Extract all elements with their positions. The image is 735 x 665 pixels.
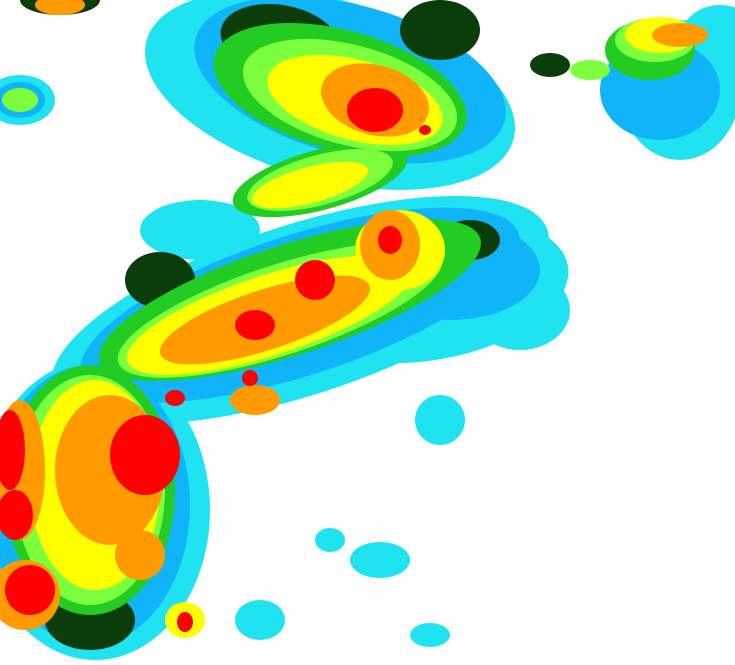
- cloud-lime: [570, 60, 610, 80]
- cloud-red: [165, 390, 185, 406]
- cloud-orange: [115, 530, 165, 580]
- cloud-dark-green: [530, 53, 570, 77]
- cloud-red: [0, 410, 25, 490]
- cloud-dark-green: [400, 0, 480, 60]
- cloud-yellow: [251, 161, 369, 209]
- cloud-orange: [35, 0, 85, 15]
- cloud-red: [110, 415, 180, 495]
- cloud-red: [177, 612, 193, 632]
- cloud-light-cyan: [235, 600, 285, 640]
- cloud-red: [347, 88, 403, 132]
- cloud-light-cyan: [410, 623, 450, 647]
- cloud-red: [419, 125, 431, 135]
- cloud-light-cyan: [350, 542, 410, 578]
- cloud-red: [0, 490, 33, 540]
- cloud-light-cyan: [415, 395, 465, 445]
- cloud-red: [378, 226, 402, 254]
- cloud-light-cyan: [140, 200, 260, 260]
- cloud-red: [5, 565, 55, 615]
- cloud-light-cyan: [315, 528, 345, 552]
- cloud-red: [242, 370, 258, 386]
- cloud-orange: [230, 385, 280, 415]
- cloud-lime: [2, 88, 38, 112]
- cloud-red: [295, 260, 335, 300]
- cloud-red: [235, 310, 275, 340]
- cloud-orange: [652, 23, 708, 47]
